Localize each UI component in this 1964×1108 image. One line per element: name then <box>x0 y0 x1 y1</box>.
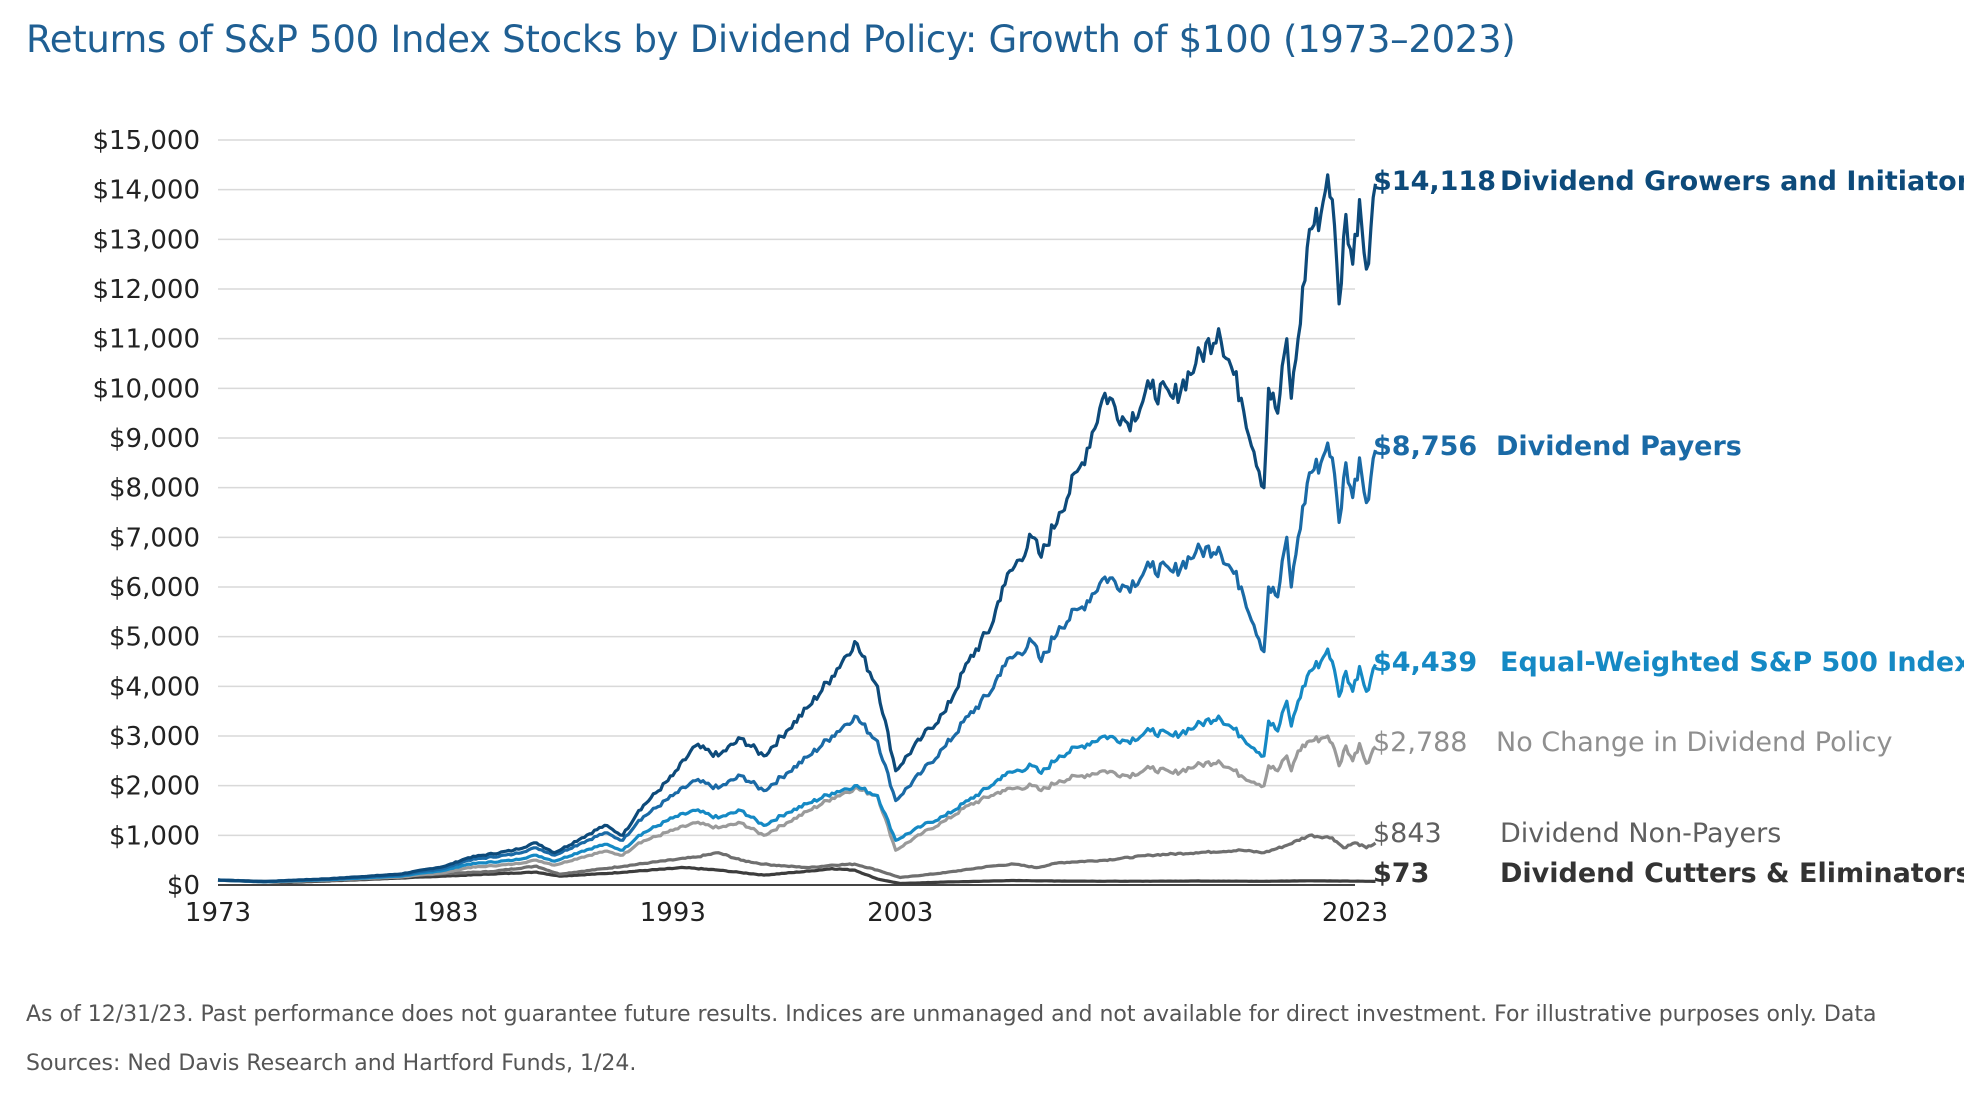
series-value-label: $14,118 <box>1373 166 1496 197</box>
series-value-label: $8,756 <box>1373 431 1477 462</box>
series-name-label: Dividend Payers <box>1496 431 1742 462</box>
y-tick-label: $8,000 <box>109 474 200 504</box>
series-end-labels: $14,118 Dividend Growers and Initiators $8… <box>1373 166 1964 889</box>
series-name-label: Dividend Non-Payers <box>1500 818 1781 849</box>
y-tick-label: $3,000 <box>109 722 200 752</box>
x-axis-tick-labels: 1973 1983 1993 2003 2023 <box>185 898 1388 928</box>
series-lines <box>217 173 1378 886</box>
y-tick-label: $6,000 <box>109 573 200 603</box>
y-tick-label: $5,000 <box>109 623 200 653</box>
y-tick-label: $10,000 <box>92 374 200 404</box>
y-tick-label: $0 <box>167 871 200 901</box>
series-value-label: $2,788 <box>1373 727 1467 758</box>
y-tick-label: $9,000 <box>109 424 200 454</box>
series-name-label: Dividend Cutters & Eliminators <box>1500 858 1964 889</box>
series-name-label: Equal-Weighted S&P 500 Index <box>1500 647 1964 678</box>
footnote: As of 12/31/23. Past performance does no… <box>26 1002 1877 1076</box>
series-name-label: Dividend Growers and Initiators <box>1500 166 1964 197</box>
x-tick-label: 1993 <box>640 898 706 928</box>
series-name-label: No Change in Dividend Policy <box>1496 727 1892 758</box>
x-tick-label: 1983 <box>412 898 478 928</box>
y-tick-label: $4,000 <box>109 672 200 702</box>
y-tick-label: $7,000 <box>109 523 200 553</box>
y-tick-label: $1,000 <box>109 821 200 851</box>
y-axis-tick-labels: $0 $1,000 $2,000 $3,000 $4,000 $5,000 $6,000 $7… <box>92 126 200 901</box>
x-tick-label: 1973 <box>185 898 251 928</box>
chart-title: Returns of S&P 500 Index Stocks by Divid… <box>26 18 1516 61</box>
y-tick-label: $11,000 <box>92 325 200 355</box>
y-tick-label: $15,000 <box>92 126 200 156</box>
x-tick-label: 2023 <box>1322 898 1388 928</box>
y-tick-label: $14,000 <box>92 176 200 206</box>
y-tick-label: $2,000 <box>109 772 200 802</box>
y-tick-label: $13,000 <box>92 225 200 255</box>
series-value-label: $843 <box>1373 818 1442 849</box>
series-line <box>217 173 1378 884</box>
x-tick-label: 2003 <box>867 898 933 928</box>
y-tick-label: $12,000 <box>92 275 200 305</box>
series-value-label: $73 <box>1373 858 1429 889</box>
line-chart: $0 $1,000 $2,000 $3,000 $4,000 $5,000 $6,000 $7… <box>92 126 1964 928</box>
series-value-label: $4,439 <box>1373 647 1477 678</box>
